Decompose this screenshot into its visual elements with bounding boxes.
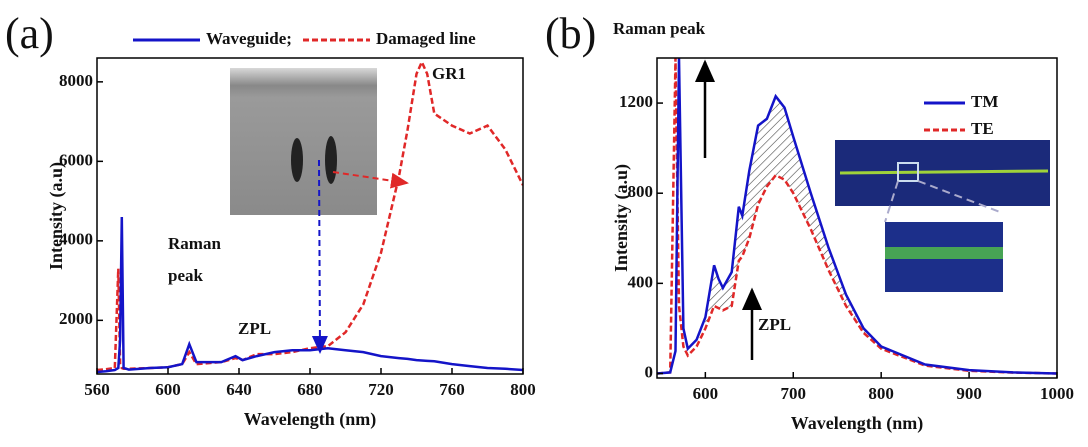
x-tick-label: 560 [84,380,110,399]
data-line [657,58,1057,375]
x-tick-label: 640 [226,380,252,399]
annotation: ZPL [238,319,271,338]
difference-hatch [705,96,1057,374]
inset-photo [230,68,377,215]
annotation: peak [168,266,204,285]
x-tick-label: 1000 [1040,384,1074,403]
x-tick-label: 600 [155,380,181,399]
x-tick-label: 600 [693,384,719,403]
inset-mark [291,138,303,182]
legend-label: Waveguide; [206,29,292,48]
inset-zoom-beam [885,247,1003,259]
legend-label: Damaged line [376,29,476,48]
panel-label: (a) [5,9,54,58]
inset-box [897,162,919,182]
y-axis-label: Intensity (a.u) [46,162,67,270]
x-tick-label: 700 [781,384,807,403]
data-line [97,216,523,374]
y-tick-label: 8000 [59,71,93,90]
legend-label: TM [971,92,998,111]
panel-label: (b) [545,9,596,58]
y-axis-label: Intensity (a.u) [611,164,632,272]
x-tick-label: 680 [297,380,323,399]
arrow [311,159,328,354]
annotation: GR1 [432,64,466,83]
y-tick-label: 1200 [619,92,653,111]
inset-beam [839,169,1049,175]
data-line [657,58,1057,375]
y-tick-label: 4000 [59,230,93,249]
inset-mark [325,136,337,184]
y-tick-label: 800 [628,182,654,201]
y-tick-label: 2000 [59,309,93,328]
annotation: Raman [168,234,221,253]
x-axis-label: Wavelength (nm) [791,413,924,434]
y-tick-label: 6000 [59,150,93,169]
x-tick-label: 800 [868,384,894,403]
inset-link [884,180,899,223]
annotation: Raman peak [613,19,706,38]
x-tick-label: 760 [439,380,465,399]
inset-link [917,180,1001,213]
arrow [332,171,409,189]
legend-label: TE [971,119,994,138]
x-tick-label: 900 [956,384,982,403]
x-tick-label: 720 [368,380,394,399]
y-tick-label: 400 [628,272,654,291]
y-tick-label: 0 [645,362,654,381]
x-tick-label: 800 [510,380,536,399]
plot-frame [656,57,1058,379]
x-axis-label: Wavelength (nm) [244,409,377,430]
annotation: ZPL [758,315,791,334]
